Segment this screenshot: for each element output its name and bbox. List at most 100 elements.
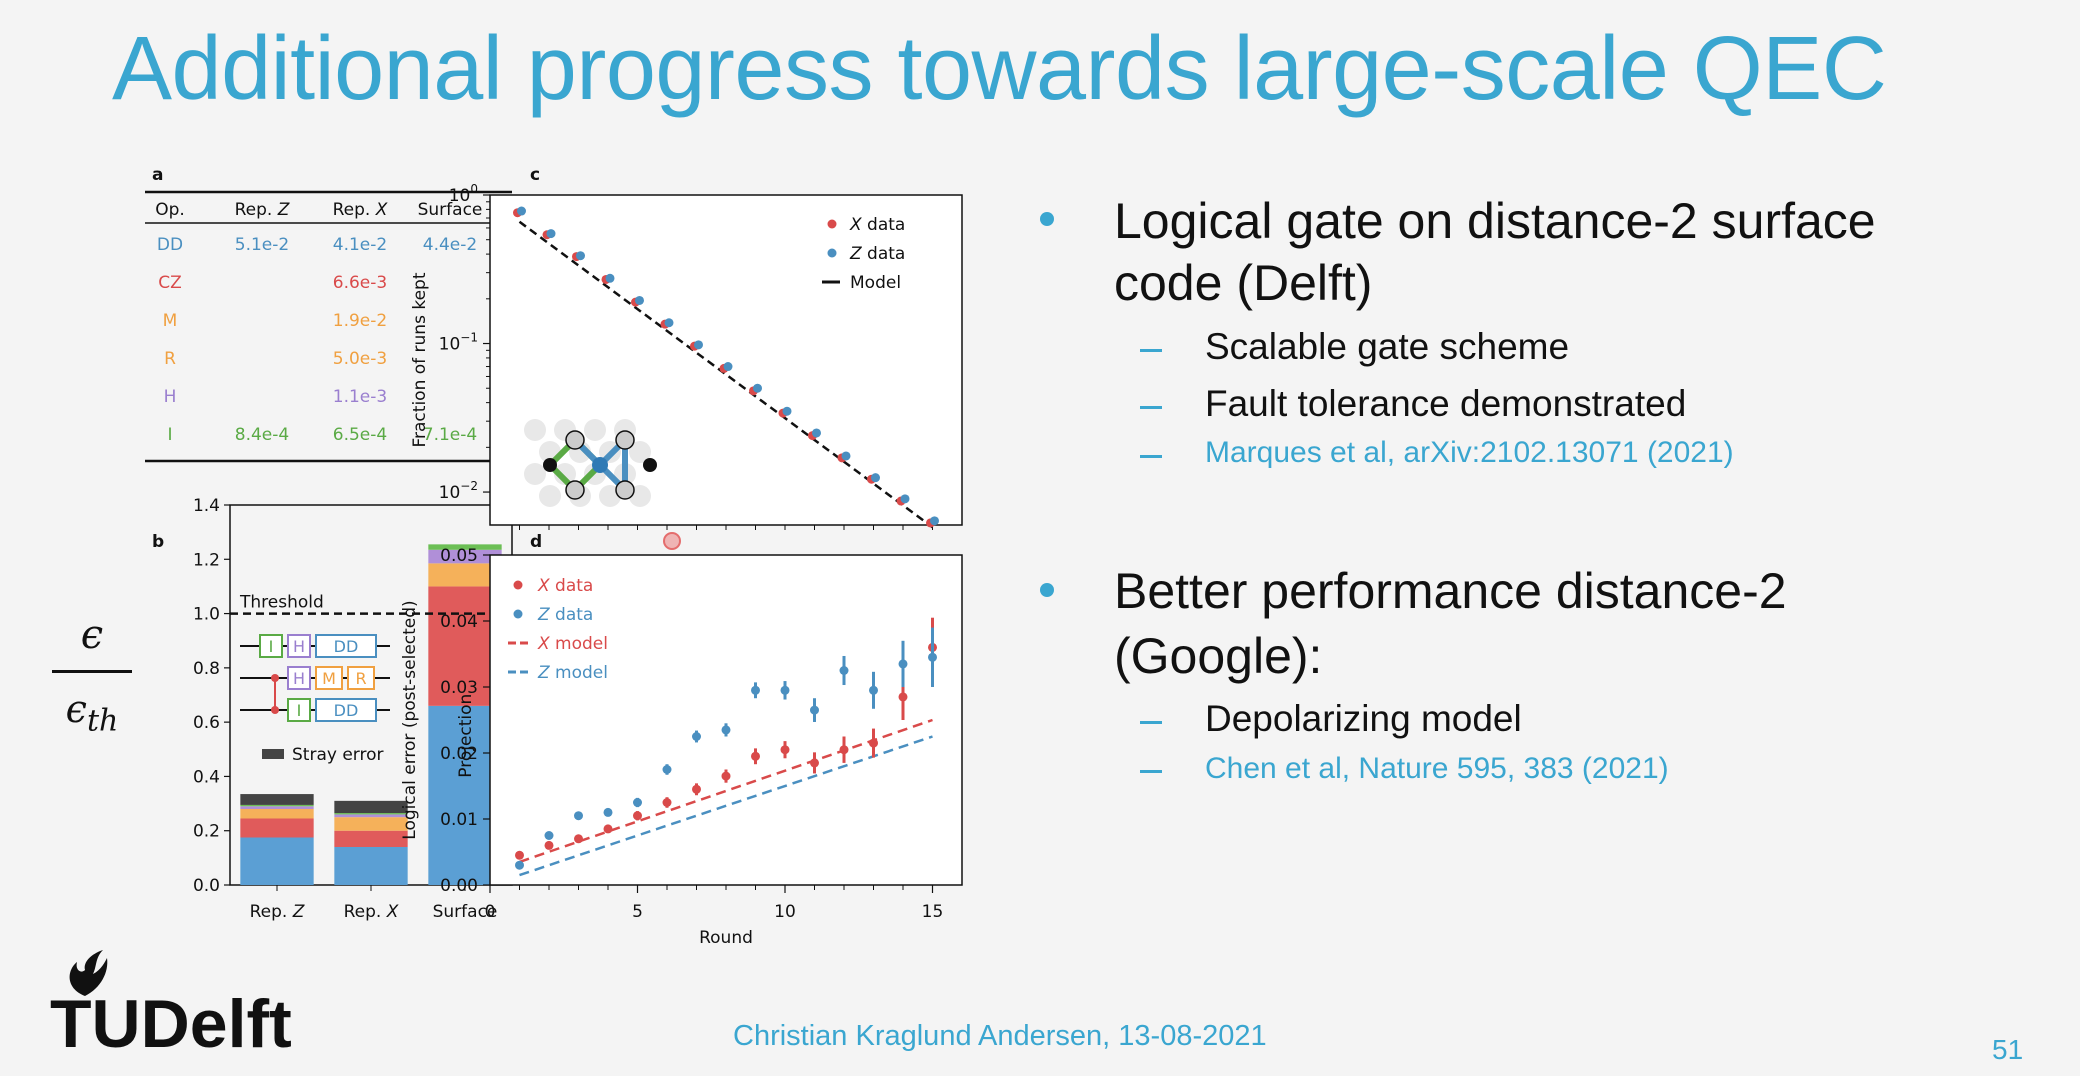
data-point [515, 850, 524, 860]
gate-label: H [293, 637, 305, 656]
data-point [871, 473, 880, 483]
data-qubit [565, 480, 585, 500]
gate-label: DD [334, 637, 359, 656]
error-table: Op. Rep. Z Rep. X Surface DD 5.1e-2 4.1e-2 4.4e… [145, 190, 512, 463]
lattice-cell [584, 419, 606, 441]
scatter-chart-d: 0.00 0.01 0.02 0.03 0.04 0.05 0 5 10 15 Round Logic… [400, 546, 963, 948]
data-point [810, 758, 819, 768]
data-qubit [565, 430, 585, 450]
table-cell: 7.1e-4 [423, 425, 477, 445]
bullet-1-sub-1: Scalable gate scheme [1205, 326, 1570, 367]
table-op-I: I [167, 425, 172, 445]
data-point [780, 745, 790, 755]
data-point [721, 771, 731, 781]
data-point [515, 860, 524, 870]
data-point [751, 751, 760, 761]
data-point [603, 824, 613, 834]
legend-label: X data [537, 576, 593, 596]
data-qubit [615, 430, 635, 450]
data-point [839, 666, 849, 675]
model-line [519, 718, 933, 864]
gate-label: H [293, 669, 305, 688]
bar-segment [240, 804, 314, 807]
data-point [576, 251, 585, 261]
data-point [812, 428, 821, 438]
data-point [869, 738, 878, 748]
bar-segment [334, 817, 408, 831]
lattice-cell [539, 485, 561, 507]
legend-label: Z data [537, 605, 593, 625]
table-cell: 6.6e-3 [333, 273, 387, 293]
data-point [810, 705, 819, 715]
data-point [605, 273, 615, 283]
legend-label: X model [537, 634, 608, 654]
y-axis-label: Logical error (post-selected) [400, 600, 420, 839]
table-cell: 6.5e-4 [333, 425, 387, 445]
bar-segment [334, 847, 408, 885]
slide-title: Additional progress towards large-scale … [112, 19, 1887, 119]
footer-author-date: Christian Kraglund Andersen, 13-08-2021 [733, 1020, 1267, 1052]
cz-dot [271, 706, 279, 714]
y-tick-label: 0.8 [193, 659, 220, 679]
sub-dash-2 [1140, 406, 1162, 409]
data-point [574, 811, 583, 821]
bullet-dot-1 [1040, 212, 1054, 226]
legend-label: Z model [537, 663, 608, 683]
epsilon-ratio-label: ϵ ϵth [52, 612, 132, 739]
data-point [928, 652, 937, 662]
gate-box [287, 634, 311, 658]
y-tick-label: 0.2 [193, 822, 220, 842]
x-axis-label: Round [699, 928, 753, 948]
page-number: 51 [1992, 1034, 2024, 1065]
sub-dash-1 [1140, 349, 1162, 352]
table-op-R: R [164, 349, 176, 369]
data-point [546, 229, 556, 239]
lattice-cell [554, 463, 576, 485]
x-tick-label: Surface [433, 902, 498, 922]
y-tick-label: 10−1 [439, 331, 478, 355]
legend-marker [827, 248, 837, 258]
data-point [544, 831, 554, 840]
y-tick-label: 100 [449, 182, 478, 206]
gate-label: DD [334, 701, 359, 720]
bar-segment [334, 830, 408, 847]
bullet-1-line1: Logical gate on distance-2 surface [1114, 193, 1876, 249]
table-op-H: H [164, 387, 177, 407]
lattice-cell [629, 441, 651, 463]
table-op-DD: DD [157, 235, 183, 255]
data-point [751, 685, 760, 695]
bullet-1-sub-2: Fault tolerance demonstrated [1205, 383, 1687, 424]
bullet-2-line2: (Google): [1114, 628, 1323, 684]
table-header-2: Rep. X [333, 200, 388, 220]
bar-segment [240, 806, 314, 809]
y-tick-label: 0.00 [440, 876, 478, 896]
data-point [782, 406, 792, 416]
bar-segment [240, 809, 314, 819]
cz-dot [271, 674, 279, 682]
y-tick-label: 0.04 [440, 612, 478, 632]
y-axis-label: Fraction of runs kept [410, 272, 430, 447]
data-point [898, 692, 908, 702]
stray-error-swatch [262, 749, 284, 759]
legend-marker [513, 609, 523, 619]
bullet-1-reference: Marques et al, arXiv:2102.13071 (2021) [1205, 436, 1734, 469]
table-header-1: Rep. Z [235, 200, 290, 220]
x-tick-label: 5 [632, 902, 643, 922]
table-cell: 5.1e-2 [235, 235, 289, 255]
data-point [780, 685, 790, 695]
data-point [635, 295, 644, 305]
y-tick-label: 0.4 [193, 767, 220, 787]
bullet-2-sub-1: Depolarizing model [1205, 698, 1522, 739]
projection-label: Projection [456, 694, 476, 778]
panel-b-label: b [152, 532, 164, 552]
x-tick-label: 15 [922, 902, 944, 922]
y-tick-label: 0.01 [440, 810, 478, 830]
ancilla-qubit [543, 458, 557, 472]
legend-label: X data [849, 215, 905, 235]
data-point [753, 383, 762, 393]
table-cell: 5.0e-3 [333, 349, 387, 369]
ancilla-qubit [592, 457, 608, 473]
data-point [603, 807, 613, 817]
x-tick-label: 10 [774, 902, 796, 922]
bullet-2-reference: Chen et al, Nature 595, 383 (2021) [1205, 752, 1669, 785]
